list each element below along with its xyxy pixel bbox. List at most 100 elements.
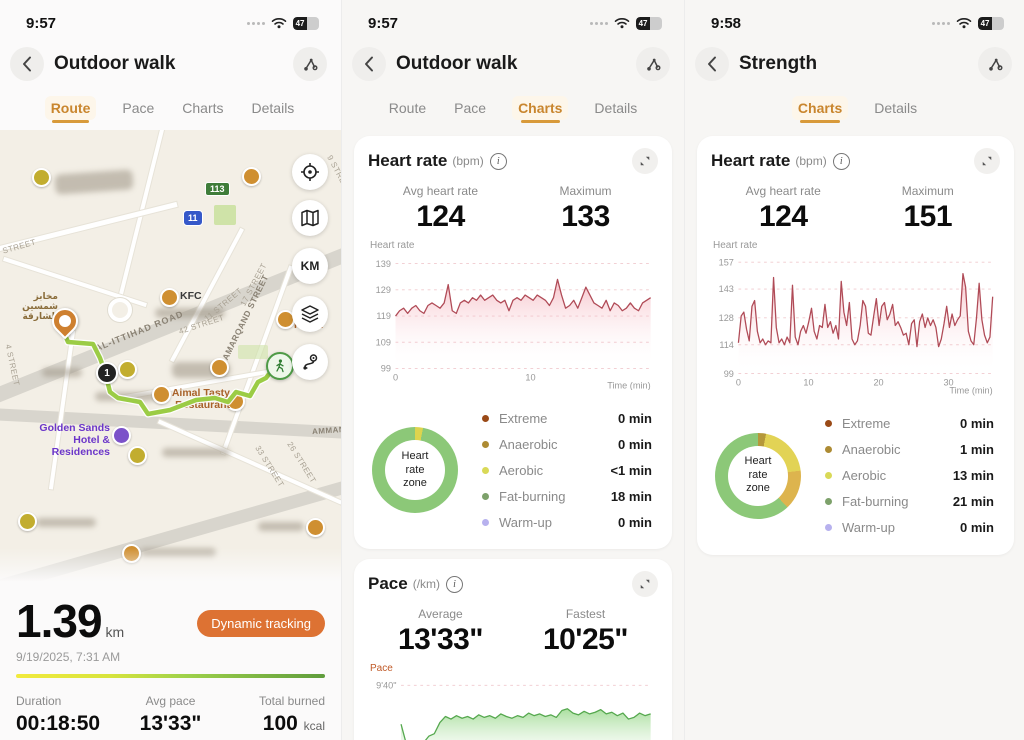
heart-rate-chart: 139 129 119 109 99 0 10 Time (min) bbox=[368, 251, 658, 395]
info-icon[interactable]: i bbox=[489, 152, 507, 170]
svg-text:139: 139 bbox=[376, 259, 391, 269]
y-axis-label: Heart rate bbox=[370, 240, 415, 251]
svg-text:129: 129 bbox=[376, 285, 391, 295]
layers-icon bbox=[301, 305, 319, 323]
info-icon[interactable]: i bbox=[446, 575, 464, 593]
route-overview-button[interactable] bbox=[292, 344, 328, 380]
tab-details[interactable]: Details bbox=[251, 100, 295, 116]
tab-route[interactable]: Route bbox=[44, 96, 97, 123]
km-1-marker: 1 bbox=[96, 362, 118, 384]
tab-pace[interactable]: Pace bbox=[454, 100, 487, 116]
zone-row-aerobic: Aerobic <1 min bbox=[468, 457, 658, 483]
y-axis-label: Heart rate bbox=[713, 240, 758, 251]
share-route-button[interactable] bbox=[978, 47, 1012, 81]
wifi-icon bbox=[271, 18, 287, 29]
status-bar: 9:57 47 bbox=[0, 0, 341, 40]
locate-button[interactable] bbox=[292, 154, 328, 190]
roundabout bbox=[108, 298, 132, 322]
battery-icon: 47 bbox=[978, 16, 1004, 30]
back-button[interactable] bbox=[695, 47, 729, 81]
map-mode-button[interactable] bbox=[292, 200, 328, 236]
info-icon[interactable]: i bbox=[832, 152, 850, 170]
unit-km-button[interactable]: KM bbox=[292, 248, 328, 284]
tab-charts[interactable]: Charts bbox=[791, 96, 849, 123]
stat-total-burned: Total burned 100 kcal bbox=[258, 694, 325, 735]
signal-dots-icon bbox=[932, 21, 950, 25]
chevron-left-icon bbox=[365, 56, 373, 72]
zone-row-warm-up: Warm-up 0 min bbox=[468, 509, 658, 535]
share-route-button[interactable] bbox=[293, 47, 327, 81]
screen-strength-charts: 9:58 47 Strength Charts Details Heart ra… bbox=[685, 0, 1024, 740]
expand-button[interactable] bbox=[632, 148, 658, 174]
share-route-icon bbox=[646, 58, 660, 71]
svg-text:109: 109 bbox=[376, 337, 391, 347]
svg-text:30: 30 bbox=[943, 377, 953, 387]
zone-dot bbox=[482, 414, 489, 422]
back-button[interactable] bbox=[10, 47, 44, 81]
stat-avg-pace: Avg pace 13'33" bbox=[139, 694, 202, 735]
svg-text:0: 0 bbox=[736, 377, 741, 387]
screen-outdoor-walk-route: 9:57 47 Outdoor walk Route Pace Charts D… bbox=[0, 0, 341, 740]
zone-row-extreme: Extreme 0 min bbox=[811, 411, 1000, 437]
tab-charts[interactable]: Charts bbox=[182, 100, 224, 116]
zone-row-anaerobic: Anaerobic 1 min bbox=[811, 437, 1000, 463]
zone-row-extreme: Extreme 0 min bbox=[468, 405, 658, 431]
fastest-pace: Fastest 10'25" bbox=[542, 607, 629, 657]
workout-datetime: 9/19/2025, 7:31 AM bbox=[16, 650, 121, 664]
tab-route[interactable]: Route bbox=[388, 100, 427, 116]
svg-text:99: 99 bbox=[724, 369, 734, 379]
chevron-left-icon bbox=[708, 56, 716, 72]
layers-button[interactable] bbox=[292, 296, 328, 332]
svg-text:Time (min): Time (min) bbox=[949, 386, 992, 396]
expand-button[interactable] bbox=[974, 148, 1000, 174]
heart-rate-chart: 157 143 128 114 99 0 10 20 30 Time (min) bbox=[711, 251, 1000, 401]
svg-text:0: 0 bbox=[393, 372, 398, 382]
card-unit: (bpm) bbox=[795, 154, 827, 168]
battery-icon: 47 bbox=[293, 16, 319, 30]
svg-text:9'40": 9'40" bbox=[376, 681, 396, 691]
back-button[interactable] bbox=[352, 47, 386, 81]
tab-bar: Charts Details bbox=[685, 90, 1024, 126]
card-title: Heart rate bbox=[368, 151, 448, 170]
route-pin-icon bbox=[303, 354, 318, 370]
screen-outdoor-walk-charts: 9:57 47 Outdoor walk Route Pace Charts D… bbox=[341, 0, 685, 740]
stat-duration: Duration 00:18:50 bbox=[16, 694, 101, 735]
y-axis-label: Pace bbox=[370, 663, 393, 675]
walking-person-icon bbox=[276, 359, 284, 373]
chevron-left-icon bbox=[23, 56, 31, 72]
zone-row-aerobic: Aerobic 13 min bbox=[811, 463, 1000, 489]
zone-row-fat-burning: Fat-burning 18 min bbox=[468, 483, 658, 509]
zone-row-fat-burning: Fat-burning 21 min bbox=[811, 489, 1000, 515]
header: Outdoor walk bbox=[342, 40, 684, 86]
share-route-button[interactable] bbox=[636, 47, 670, 81]
battery-icon: 47 bbox=[636, 16, 662, 30]
donut-center-label: Heart rate zone bbox=[401, 449, 429, 490]
status-time: 9:57 bbox=[368, 14, 399, 32]
tab-details[interactable]: Details bbox=[874, 100, 918, 116]
route-map[interactable]: AL-ITTIHAD ROAD SAMARQAND STREET 11 STRE… bbox=[0, 130, 341, 582]
svg-text:10: 10 bbox=[803, 377, 813, 387]
page-title: Outdoor walk bbox=[396, 53, 518, 74]
expand-button[interactable] bbox=[632, 571, 658, 598]
map-icon bbox=[301, 209, 319, 227]
dynamic-tracking-badge: Dynamic tracking bbox=[197, 610, 325, 637]
status-bar: 9:57 47 bbox=[342, 0, 684, 40]
svg-text:99: 99 bbox=[381, 364, 391, 374]
card-unit: (bpm) bbox=[452, 154, 484, 168]
tab-details[interactable]: Details bbox=[594, 100, 638, 116]
tab-pace[interactable]: Pace bbox=[122, 100, 155, 116]
status-bar: 9:58 47 bbox=[685, 0, 1024, 40]
expand-icon bbox=[640, 156, 650, 166]
crosshair-icon bbox=[301, 163, 319, 181]
heart-rate-zones: Heart rate zone Extreme 0 min Anaerobic 0 … bbox=[368, 405, 658, 535]
pace-chart: 9'40"17'54" bbox=[368, 674, 658, 740]
page-title: Outdoor walk bbox=[54, 53, 176, 74]
tab-charts[interactable]: Charts bbox=[512, 96, 569, 123]
pace-gradient-bar bbox=[16, 674, 325, 678]
max-heart-rate: Maximum 151 bbox=[901, 184, 954, 233]
distance-unit: km bbox=[105, 624, 125, 640]
poi-kfc-icon bbox=[160, 288, 179, 307]
heart-rate-card: Heart rate (bpm) i Avg heart rate 124 Ma… bbox=[697, 136, 1014, 555]
route-end-marker bbox=[266, 352, 294, 380]
